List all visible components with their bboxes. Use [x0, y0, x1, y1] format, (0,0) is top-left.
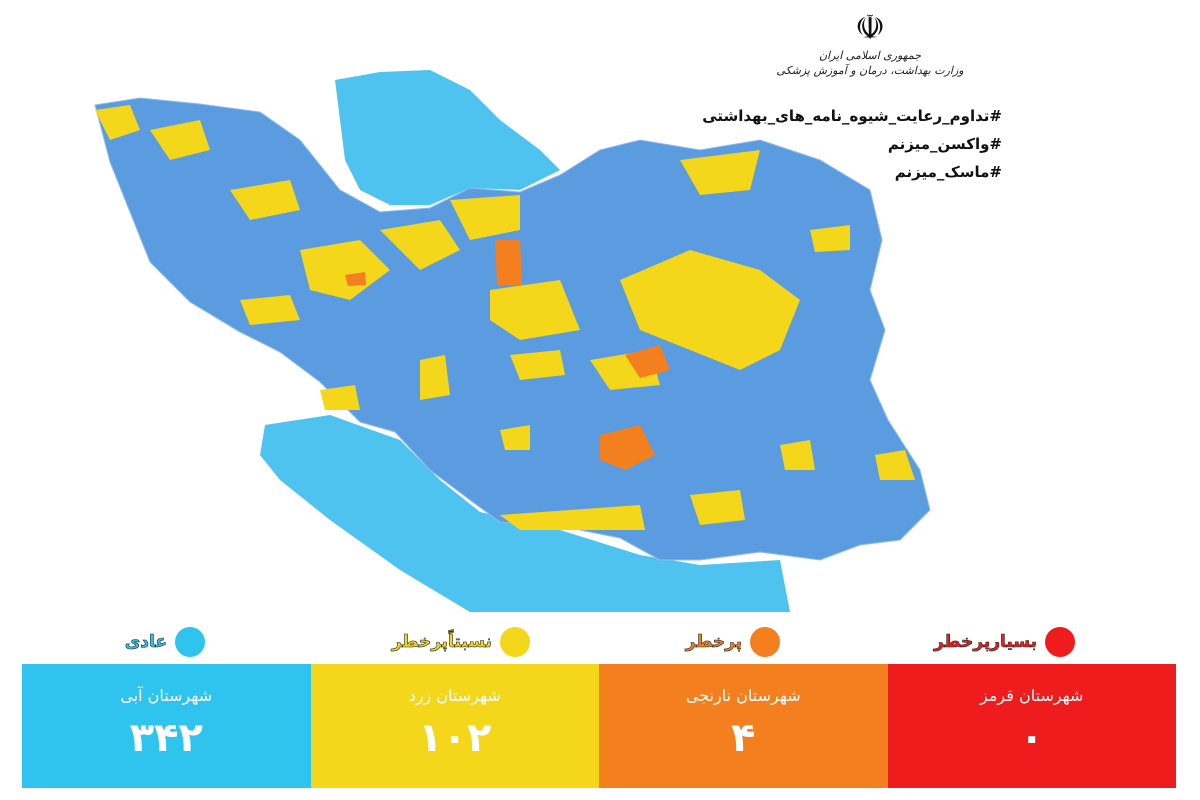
caspian-sea: [335, 70, 560, 205]
count-value: ۱۰۲: [418, 715, 492, 761]
legend-item-relatively-high-risk: نسبتاًپرخطر: [391, 624, 530, 660]
legend-label: عادی: [124, 632, 167, 653]
yellow-dot-icon: [500, 627, 530, 657]
count-title: شهرستان آبی: [120, 686, 213, 705]
hashtag: #تداوم_رعایت_شیوه_نامه_های_بهداشتی: [702, 107, 1002, 125]
county-counts: شهرستان آبی ۳۴۲ شهرستان زرد ۱۰۲ شهرستان …: [22, 664, 1176, 788]
blue-dot-icon: [175, 627, 205, 657]
org-line-2: وزارت بهداشت، درمان و آموزش پزشکی: [776, 64, 964, 77]
count-title: شهرستان زرد: [408, 686, 501, 705]
count-title: شهرستان نارنجی: [685, 686, 801, 705]
persian-gulf: [260, 415, 790, 612]
legend-label: نسبتاًپرخطر: [391, 632, 492, 653]
legend-label: پرخطر: [685, 632, 742, 653]
hashtags: #تداوم_رعایت_شیوه_نامه_های_بهداشتی #واکس…: [702, 102, 1002, 186]
count-value: ۰: [1019, 715, 1044, 761]
legend-item-normal: عادی: [124, 624, 205, 660]
ministry-header: ☫ جمهوری اسلامی ایران وزارت بهداشت، درما…: [740, 8, 1000, 78]
orange-counties: [345, 240, 670, 470]
yellow-counties: [95, 105, 915, 530]
org-line-1: جمهوری اسلامی ایران: [818, 49, 922, 62]
orange-count-box: شهرستان نارنجی ۴: [599, 664, 888, 788]
legend-item-very-high-risk: بسیارپرخطر: [934, 624, 1075, 660]
yellow-count-box: شهرستان زرد ۱۰۲: [310, 664, 599, 788]
count-title: شهرستان قرمز: [980, 686, 1084, 705]
iran-emblem-icon: ☫: [854, 8, 886, 48]
red-dot-icon: [1045, 627, 1075, 657]
red-count-box: شهرستان قرمز ۰: [887, 664, 1176, 788]
legend-item-high-risk: پرخطر: [685, 624, 780, 660]
count-value: ۴: [731, 715, 756, 761]
hashtag: #ماسک_میزنم: [894, 163, 1002, 181]
count-value: ۳۴۲: [129, 715, 203, 761]
hashtag: #واکسن_میزنم: [887, 135, 1002, 153]
blue-count-box: شهرستان آبی ۳۴۲: [22, 664, 311, 788]
orange-dot-icon: [750, 627, 780, 657]
iran-covid-map: [94, 70, 931, 612]
legend-label: بسیارپرخطر: [933, 632, 1038, 653]
